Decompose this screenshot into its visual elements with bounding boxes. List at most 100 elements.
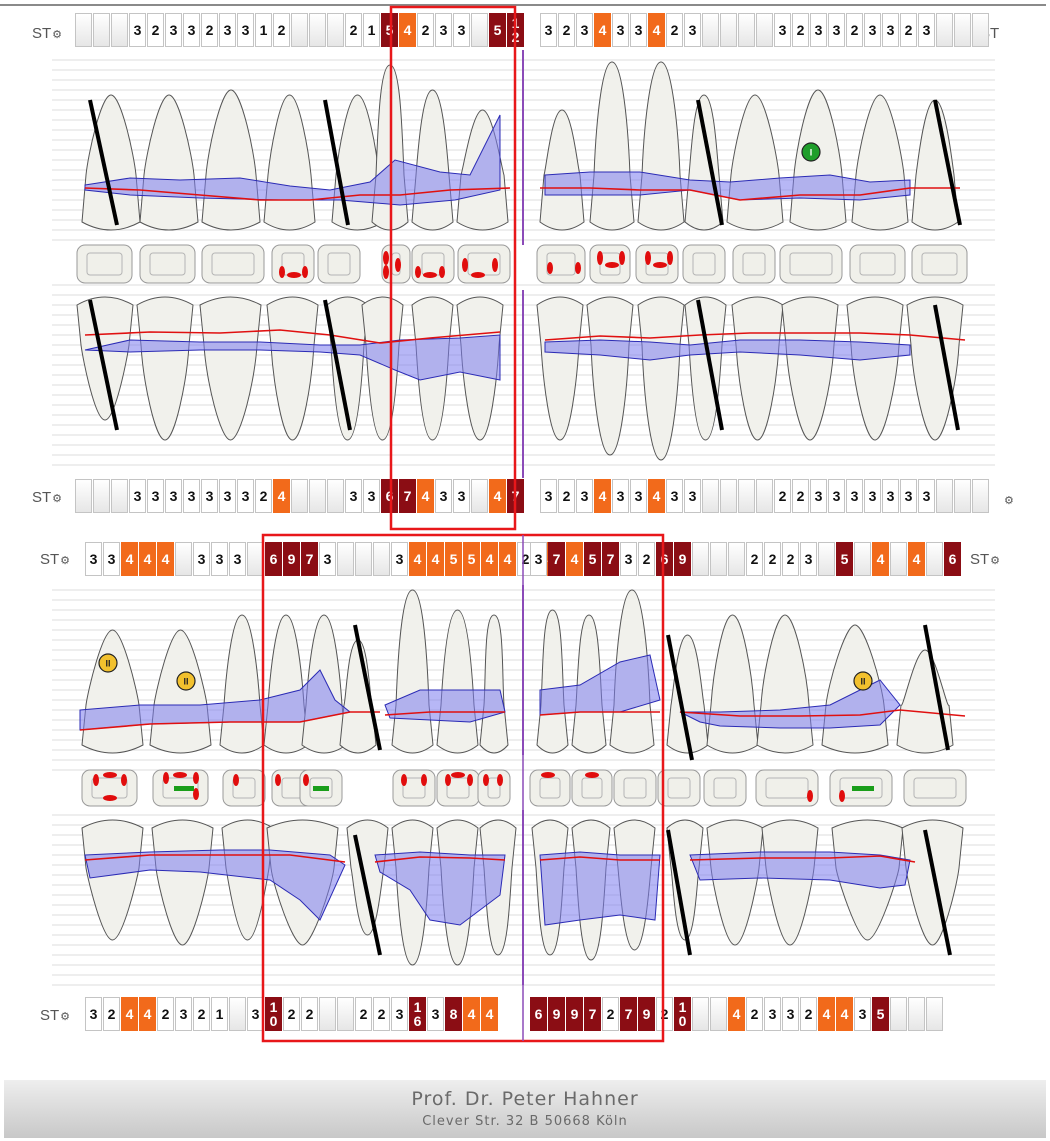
pocket-depth-cell[interactable]: 4 — [417, 479, 434, 513]
pocket-depth-cell[interactable]: 9 — [566, 997, 583, 1031]
pocket-depth-cell[interactable]: 2 — [193, 997, 210, 1031]
pocket-depth-cell[interactable]: 2 — [283, 997, 300, 1031]
pocket-depth-cell[interactable]: 6 — [944, 542, 961, 576]
pocket-depth-cell[interactable]: 2 — [273, 13, 290, 47]
pocket-depth-cell[interactable] — [471, 13, 488, 47]
pocket-depth-cell[interactable]: 4 — [157, 542, 174, 576]
pocket-depth-cell[interactable]: 3 — [918, 479, 935, 513]
pocket-depth-cell[interactable]: 4 — [499, 542, 516, 576]
pocket-depth-cell[interactable]: 3 — [918, 13, 935, 47]
pocket-depth-cell[interactable]: 1 — [255, 13, 272, 47]
pocket-depth-cell[interactable]: 3 — [612, 13, 629, 47]
pocket-depth-cell[interactable] — [702, 13, 719, 47]
pocket-depth-cell[interactable]: 3 — [319, 542, 336, 576]
pocket-depth-cell[interactable]: 2 — [792, 479, 809, 513]
pocket-depth-cell[interactable] — [175, 542, 192, 576]
pocket-depth-cell[interactable] — [890, 997, 907, 1031]
st-label-upper-buccal[interactable]: ST⚙ — [32, 25, 62, 42]
pocket-depth-cell[interactable] — [327, 13, 344, 47]
pocket-depth-cell[interactable]: 3 — [147, 479, 164, 513]
pocket-depth-cell[interactable]: 3 — [800, 542, 817, 576]
pocket-depth-cell[interactable]: 4 — [463, 997, 480, 1031]
pocket-depth-cell[interactable]: 3 — [175, 997, 192, 1031]
pocket-depth-cell[interactable]: 2 — [656, 997, 673, 1031]
pocket-depth-cell[interactable]: 3 — [666, 479, 683, 513]
pocket-depth-cell[interactable] — [291, 479, 308, 513]
pocket-depth-cell[interactable]: 4 — [908, 542, 925, 576]
pocket-depth-cell[interactable]: 3 — [828, 479, 845, 513]
pocket-depth-cell[interactable]: 3 — [201, 479, 218, 513]
pocket-depth-cell[interactable]: 2 — [301, 997, 318, 1031]
pocket-depth-cell[interactable] — [954, 13, 971, 47]
pocket-depth-cell[interactable]: 3 — [165, 479, 182, 513]
pocket-depth-cell[interactable]: 3 — [345, 479, 362, 513]
pocket-depth-cell[interactable] — [854, 542, 871, 576]
st-label-upper-palatal-right[interactable]: ⚙ — [1003, 491, 1014, 508]
pocket-depth-cell[interactable] — [756, 479, 773, 513]
pocket-depth-cell[interactable]: 3 — [453, 13, 470, 47]
pocket-depth-cell[interactable]: 2 — [558, 13, 575, 47]
pocket-depth-cell[interactable]: 9 — [548, 997, 565, 1031]
pocket-depth-cell[interactable] — [229, 997, 246, 1031]
pocket-depth-cell[interactable] — [327, 479, 344, 513]
pocket-depth-cell[interactable]: 3 — [391, 997, 408, 1031]
pocket-depth-cell[interactable]: 3 — [630, 13, 647, 47]
pocket-depth-cell[interactable]: 3 — [129, 479, 146, 513]
pocket-depth-cell[interactable] — [309, 479, 326, 513]
pocket-depth-cell[interactable]: 2 — [792, 13, 809, 47]
pocket-depth-cell[interactable]: 4 — [273, 479, 290, 513]
pocket-depth-cell[interactable]: 3 — [229, 542, 246, 576]
pocket-depth-cell[interactable]: 2 — [764, 542, 781, 576]
pocket-depth-cell[interactable]: 5 — [584, 542, 601, 576]
pocket-depth-cell[interactable] — [702, 479, 719, 513]
pocket-depth-cell[interactable]: 4 — [594, 479, 611, 513]
pocket-depth-cell[interactable]: 6 — [265, 542, 282, 576]
pocket-depth-cell[interactable]: 7 — [620, 997, 637, 1031]
pocket-depth-cell[interactable]: 3 — [453, 479, 470, 513]
pocket-depth-cell[interactable]: 9 — [674, 542, 691, 576]
pocket-depth-cell[interactable]: 3 — [193, 542, 210, 576]
pocket-depth-cell[interactable]: 3 — [774, 13, 791, 47]
pocket-depth-cell[interactable]: 2 — [900, 13, 917, 47]
pocket-depth-cell[interactable]: 3 — [530, 542, 547, 576]
pocket-depth-cell[interactable]: 5 — [836, 542, 853, 576]
pocket-depth-cell[interactable]: 7 — [602, 542, 619, 576]
pocket-depth-cell[interactable] — [93, 479, 110, 513]
pocket-depth-cell[interactable] — [926, 997, 943, 1031]
pocket-depth-cell[interactable]: 5 — [872, 997, 889, 1031]
pocket-depth-cell[interactable]: 9 — [638, 997, 655, 1031]
pocket-depth-cell[interactable]: 2 — [774, 479, 791, 513]
st-label-lower-lingual[interactable]: ST⚙ — [40, 1007, 70, 1024]
st-label-upper-palatal[interactable]: ST⚙ — [32, 489, 62, 506]
pocket-depth-cell[interactable] — [319, 997, 336, 1031]
pocket-depth-cell[interactable]: 3 — [882, 13, 899, 47]
pocket-depth-cell[interactable]: 3 — [183, 479, 200, 513]
pocket-depth-cell[interactable]: 4 — [648, 13, 665, 47]
pocket-depth-cell[interactable] — [710, 997, 727, 1031]
pocket-depth-cell[interactable]: 1 — [211, 997, 228, 1031]
pocket-depth-cell[interactable] — [890, 542, 907, 576]
pocket-depth-cell[interactable] — [710, 542, 727, 576]
pocket-depth-cell[interactable]: 3 — [846, 479, 863, 513]
pocket-depth-cell[interactable]: 4 — [399, 13, 416, 47]
pocket-depth-cell[interactable]: 3 — [103, 542, 120, 576]
pocket-depth-cell[interactable]: 3 — [782, 997, 799, 1031]
pocket-depth-cell[interactable]: 4 — [481, 542, 498, 576]
pocket-depth-cell[interactable]: 5 — [381, 13, 398, 47]
pocket-depth-cell[interactable]: 8 — [445, 997, 462, 1031]
pocket-depth-cell[interactable] — [692, 542, 709, 576]
pocket-depth-cell[interactable]: 3 — [864, 479, 881, 513]
pocket-depth-cell[interactable] — [291, 13, 308, 47]
pocket-depth-cell[interactable]: 4 — [648, 479, 665, 513]
pocket-depth-cell[interactable]: 2 — [417, 13, 434, 47]
pocket-depth-cell[interactable] — [355, 542, 372, 576]
pocket-depth-cell[interactable]: 4 — [121, 997, 138, 1031]
pocket-depth-cell[interactable]: 4 — [139, 997, 156, 1031]
pocket-depth-cell[interactable]: 4 — [481, 997, 498, 1031]
pocket-depth-cell[interactable]: 3 — [612, 479, 629, 513]
pocket-depth-cell[interactable]: 3 — [620, 542, 637, 576]
pocket-depth-cell[interactable]: 2 — [846, 13, 863, 47]
